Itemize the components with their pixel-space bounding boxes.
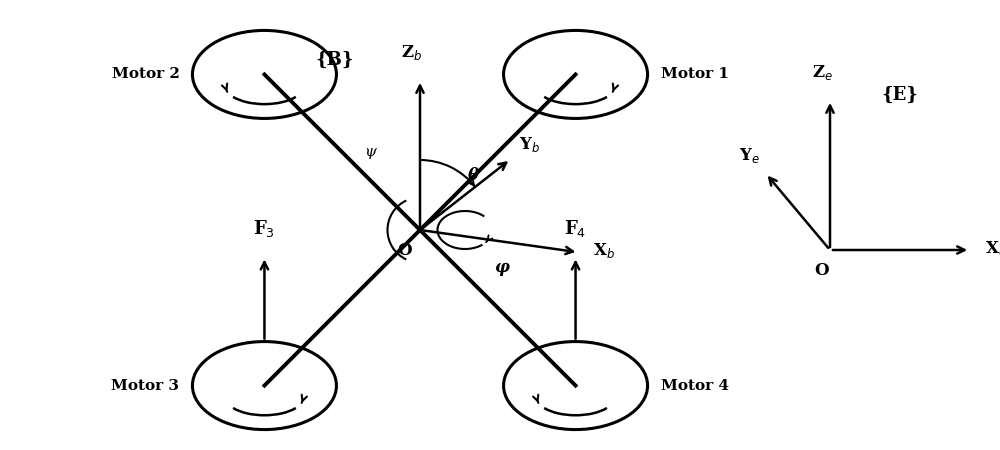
Text: {E}: {E} [882, 86, 918, 104]
Text: θ: θ [468, 166, 479, 184]
Text: Motor 4: Motor 4 [661, 378, 729, 392]
Text: Z$_e$: Z$_e$ [812, 63, 832, 82]
Text: Motor 2: Motor 2 [112, 68, 179, 81]
Text: O: O [815, 262, 829, 279]
Text: X$_b$: X$_b$ [593, 241, 615, 260]
Text: {B}: {B} [316, 51, 354, 69]
Text: Y$_b$: Y$_b$ [519, 135, 540, 154]
Text: ψ: ψ [364, 145, 376, 159]
Text: Motor 3: Motor 3 [111, 378, 179, 392]
Text: Motor 1: Motor 1 [661, 68, 729, 81]
Text: O: O [398, 242, 412, 259]
Text: Y$_e$: Y$_e$ [739, 146, 760, 166]
Text: F$_4$: F$_4$ [564, 217, 587, 238]
Text: X$_e$: X$_e$ [985, 238, 1000, 257]
Text: Z$_b$: Z$_b$ [401, 43, 423, 62]
Text: F$_3$: F$_3$ [253, 217, 275, 238]
Text: φ: φ [495, 260, 510, 276]
